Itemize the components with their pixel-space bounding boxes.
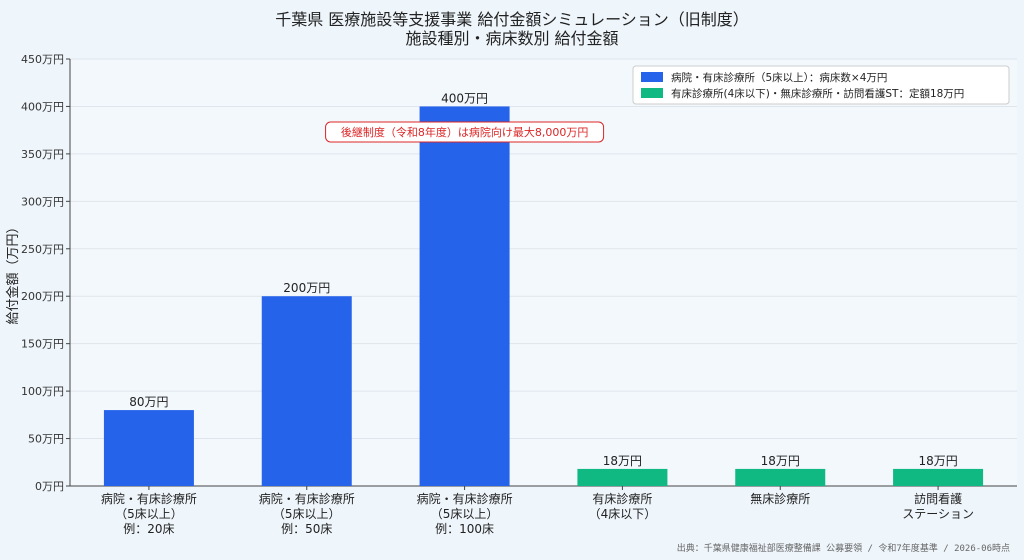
y-tick-label: 400万円 [21,100,64,113]
annotation-text: 後継制度（令和8年度）は病院向け最大8,000万円 [341,125,589,139]
chart-subtitle: 施設種別・病床数別 給付金額 [405,29,619,48]
legend [632,65,1010,105]
data-label: 18万円 [918,454,957,468]
bar [419,106,510,486]
x-tick-label: （5床以上） [115,507,183,521]
bar [735,468,826,486]
x-tick-label: ステーション [902,507,974,521]
x-tick-label: （5床以上） [431,507,499,521]
x-tick-label: 病院・有床診療所 [101,491,197,506]
x-tick-label: 訪問看護 [914,491,962,506]
data-label: 18万円 [603,454,642,468]
y-tick-label: 300万円 [21,195,64,208]
y-tick-label: 150万円 [21,338,64,351]
y-tick-label: 250万円 [21,243,64,256]
data-label: 400万円 [441,91,488,105]
y-tick-label: 350万円 [21,148,64,161]
x-tick-label: 例：20床 [123,522,174,536]
bar [103,410,194,486]
data-label: 80万円 [129,395,168,409]
annotation-box [325,121,605,143]
bar [261,296,352,486]
x-tick-label: 例：100床 [435,522,494,536]
legend-swatch [641,72,663,82]
y-tick-label: 0万円 [35,480,64,493]
legend-label: 病院・有床診療所（5床以上）：病床数×4万円 [671,71,887,84]
x-tick-label: （4床以下） [589,507,657,521]
bar [577,468,668,486]
y-axis-label: 給付金額（万円） [5,220,21,324]
y-tick-label: 450万円 [21,53,64,66]
data-label: 200万円 [283,281,330,295]
x-tick-label: 有床診療所 [592,491,652,506]
legend-swatch [641,88,663,98]
y-tick-label: 50万円 [28,433,64,446]
chart-title: 千葉県 医療施設等支援事業 給付金額シミュレーション（旧制度） [275,10,749,29]
bar [893,468,984,486]
source-note: 出典：千葉県健康福祉部医療整備課 公募要領 / 令和7年度基準 / 2026-0… [676,544,1010,554]
x-tick-label: 病院・有床診療所 [259,491,355,506]
x-tick-label: 病院・有床診療所 [417,491,513,506]
data-label: 18万円 [761,454,800,468]
y-tick-label: 200万円 [21,290,64,303]
legend-label: 有床診療所(4床以下)・無床診療所・訪問看護ST：定額18万円 [671,87,964,100]
y-tick-label: 100万円 [21,385,64,398]
x-tick-label: （5床以上） [273,507,341,521]
x-tick-label: 無床診療所 [750,491,810,506]
x-tick-label: 例：50床 [281,522,332,536]
